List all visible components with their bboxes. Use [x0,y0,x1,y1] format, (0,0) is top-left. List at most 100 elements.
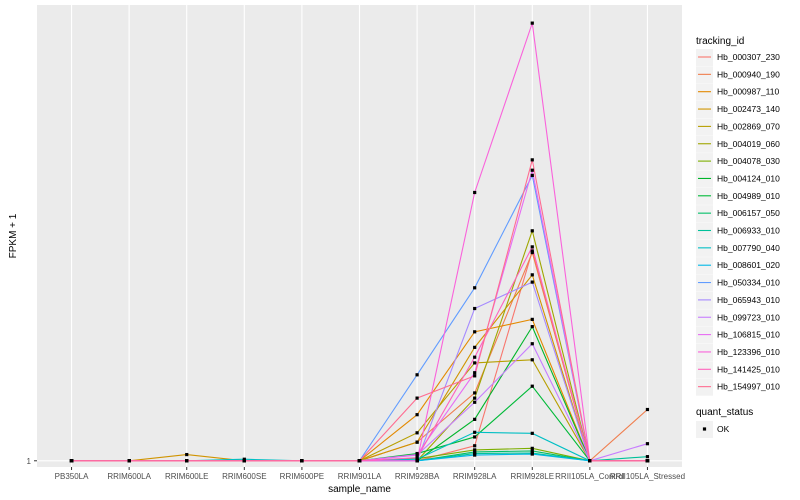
x-tick-label: RRIM600PE [280,472,324,481]
data-point [473,396,477,400]
legend-label: Hb_050334_010 [717,278,780,288]
data-point [530,280,534,284]
data-point [473,345,477,349]
data-point [473,453,477,457]
legend-label: Hb_004124_010 [717,173,780,183]
data-point [530,245,534,249]
data-point [415,431,419,435]
data-points [69,21,650,463]
x-tick-label: PB350LA [55,472,89,481]
legend-label: Hb_123396_010 [717,347,780,357]
legend-label: Hb_000987_110 [717,87,780,97]
data-point [127,459,131,463]
data-point [530,358,534,362]
legend-title: tracking_id [696,36,744,47]
legend-label: Hb_006157_050 [717,208,780,218]
data-point [473,444,477,448]
data-point [645,407,650,412]
legend-label: Hb_106815_010 [717,330,780,340]
x-tick-label: RRII105LA_Stressed [610,472,685,481]
data-point [645,442,650,446]
data-point [300,459,304,463]
data-point [357,459,362,463]
color-legend: tracking_id Hb_000307_230 Hb_000940_190 Hb… [696,36,780,396]
data-point [645,459,650,463]
shape-legend-square-swatch [702,427,707,431]
data-point [473,400,477,404]
data-point [415,452,419,457]
legend-label: Hb_004019_060 [717,139,780,149]
y-tick-label: 1 [27,457,32,466]
x-axis-title: sample_name [328,484,391,495]
legend-label: Hb_004078_030 [717,156,780,166]
x-tick-label: RRIM928BA [395,472,440,481]
data-point [645,455,650,459]
data-point [473,355,477,359]
data-point [588,459,592,463]
legend-label: Hb_141425_010 [717,364,780,374]
x-axis-ticks: PB350LA RRIM600LA RRIM600LE RRIM600SE RRIM60… [55,467,685,481]
x-tick-label: RRIM928LA [453,472,497,481]
data-point [530,446,534,450]
legend-label: Hb_002869_070 [717,121,780,131]
data-point [185,459,189,463]
legend-label: Hb_004989_010 [717,191,780,201]
data-point [530,384,534,388]
shape-legend-title: quant_status [696,407,753,418]
legend-label: Hb_002473_140 [717,104,780,114]
shape-legend-label: OK [717,424,730,434]
x-tick-label: RRIM600SE [222,472,266,481]
data-point [473,306,477,311]
x-tick-label: RRIM928LE [510,472,554,481]
data-point [530,158,534,162]
legend-label: Hb_008601_020 [717,260,780,270]
data-point [473,417,477,421]
data-point [415,440,419,444]
legend-label: Hb_154997_010 [717,382,780,392]
data-point [530,229,534,233]
data-point [530,21,534,25]
data-point [530,431,534,435]
data-point [530,273,534,277]
legend-label: Hb_006933_010 [717,226,780,236]
x-tick-label: RRII105LA_Control [555,472,625,481]
shape-legend: quant_status OK [696,407,753,438]
data-point [415,396,419,400]
data-point [530,317,534,321]
data-point [530,168,534,172]
data-point [530,325,534,329]
data-point [242,459,246,463]
legend-label: Hb_099723_010 [717,312,780,322]
data-point [415,456,419,460]
data-point [473,286,477,290]
legend-label: Hb_065943_010 [717,295,780,305]
x-tick-label: RRIM600LE [165,472,209,481]
data-point [473,435,477,439]
data-point [473,391,477,395]
data-point [473,361,477,365]
data-point [415,373,419,377]
y-axis-ticks: 1 [27,457,37,466]
data-point [530,342,534,346]
y-axis-title: FPKM + 1 [8,213,19,258]
data-point [530,173,534,178]
data-point [473,448,477,452]
data-point [530,452,534,456]
data-point [473,430,477,434]
x-tick-label: RRIM600LA [107,472,151,481]
data-point [415,459,419,463]
data-point [473,374,477,378]
data-point [530,449,534,453]
x-tick-label: RRIM901LA [338,472,382,481]
legend-label: Hb_000307_230 [717,52,780,62]
legend-label: Hb_000940_190 [717,69,780,79]
data-point [415,413,419,417]
data-point [473,190,477,195]
legend-label: Hb_007790_040 [717,243,780,253]
data-point [185,452,189,457]
data-point [530,250,534,255]
data-point [69,459,74,463]
data-point [473,371,477,375]
data-point [473,330,477,334]
